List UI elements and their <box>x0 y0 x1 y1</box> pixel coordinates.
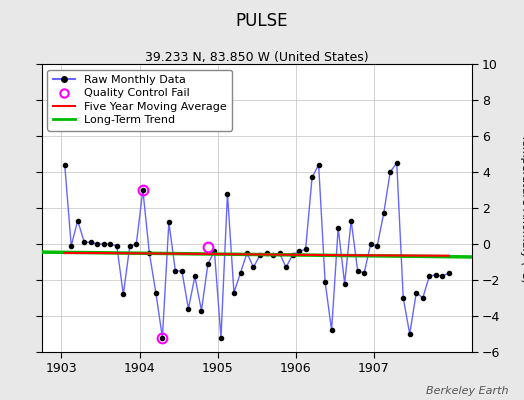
Title: 39.233 N, 83.850 W (United States): 39.233 N, 83.850 W (United States) <box>145 51 368 64</box>
Legend: Raw Monthly Data, Quality Control Fail, Five Year Moving Average, Long-Term Tren: Raw Monthly Data, Quality Control Fail, … <box>48 70 233 131</box>
Y-axis label: Temperature Anomaly (°C): Temperature Anomaly (°C) <box>520 134 524 282</box>
Text: PULSE: PULSE <box>236 12 288 30</box>
Text: Berkeley Earth: Berkeley Earth <box>426 386 508 396</box>
